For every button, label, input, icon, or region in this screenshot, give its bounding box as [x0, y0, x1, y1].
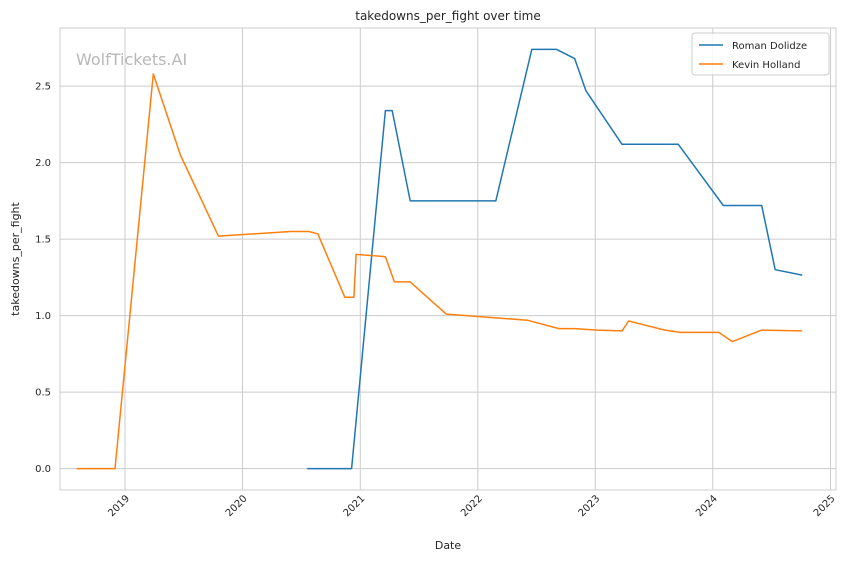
y-tick-label: 0.5	[35, 388, 51, 399]
legend-label-roman-dolidze: Roman Dolidze	[732, 41, 807, 52]
chart-title: takedowns_per_fight over time	[355, 9, 541, 23]
plot-frame	[59, 27, 837, 491]
y-tick-label: 2.0	[35, 158, 51, 169]
y-tick-label: 2.5	[35, 82, 51, 93]
x-tick-label: 2019	[106, 493, 132, 519]
x-axis-label: Date	[435, 539, 462, 552]
y-tick-label: 0.0	[35, 464, 51, 475]
x-tick-label: 2022	[459, 493, 485, 519]
series-line-roman-dolidze	[307, 48, 803, 470]
x-tick-label: 2023	[577, 493, 603, 519]
y-tick-label: 1.0	[35, 311, 51, 322]
x-tick-label: 2020	[224, 493, 250, 519]
series-layer	[76, 48, 803, 470]
series-line-kevin-holland	[76, 73, 803, 470]
x-tick-label: 2025	[812, 493, 838, 519]
legend-label-kevin-holland: Kevin Holland	[732, 60, 800, 71]
x-tick-label: 2024	[694, 493, 720, 519]
x-tick-label: 2021	[342, 493, 368, 519]
legend-box	[691, 32, 830, 76]
watermark-text: WolfTickets.AI	[76, 50, 187, 69]
legend: Roman Dolidze Kevin Holland	[691, 32, 830, 76]
plot-background	[60, 28, 836, 490]
y-tick-label: 1.5	[35, 235, 51, 246]
y-axis-label: takedowns_per_fight	[9, 201, 22, 315]
